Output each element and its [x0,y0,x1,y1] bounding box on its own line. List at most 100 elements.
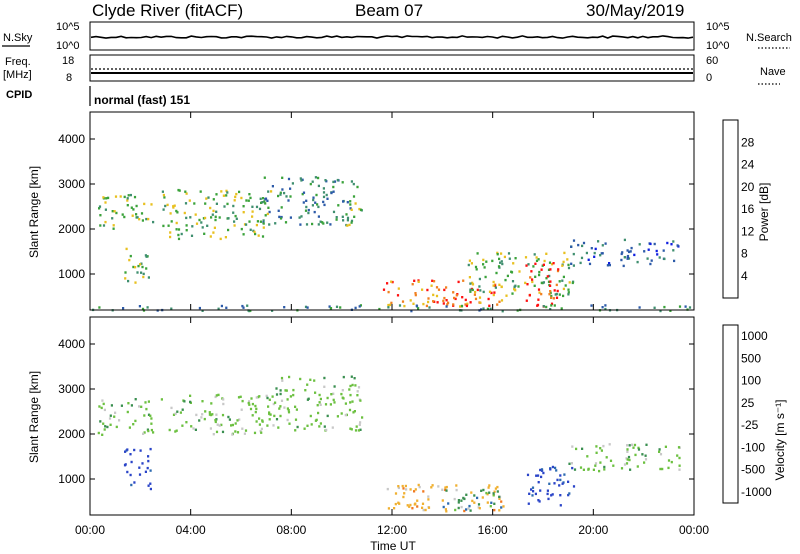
data-cell [305,223,309,226]
colorbar-tick-label: 1000 [741,329,768,343]
data-cell [137,264,140,268]
data-cell [492,284,495,287]
data-cell [169,231,172,234]
data-cell [500,260,503,263]
data-cell [469,288,472,291]
data-cell [188,199,191,202]
data-cell [201,400,204,403]
data-cell [268,223,271,226]
data-cell [124,271,127,274]
data-cell [306,306,309,309]
data-cell [559,478,562,482]
data-cell [236,431,240,434]
data-cell [402,495,405,499]
data-cell [628,444,631,447]
data-cell [210,216,213,219]
data-cell [130,404,133,407]
data-cell [184,202,188,205]
data-cell [442,299,445,303]
data-cell [603,465,606,469]
data-cell [575,447,578,451]
data-cell [289,195,292,198]
data-cell [141,307,145,311]
data-cell [185,229,188,232]
data-cell [313,379,316,382]
data-cell [443,296,446,300]
data-cell [342,200,345,203]
data-cell [359,304,362,307]
data-cell [470,262,473,265]
data-cell [259,220,262,223]
data-cell [289,395,292,398]
data-cell [212,209,215,213]
colorbar-tick-label: 28 [741,135,755,149]
data-cell [490,291,493,295]
data-cell [257,234,260,237]
data-cell [427,297,430,300]
data-cell [498,497,501,500]
data-cell [684,305,687,308]
data-cell [300,215,303,218]
data-cell [298,216,301,219]
data-cell [500,299,504,302]
data-cell [570,262,573,265]
data-cell [467,507,470,510]
data-cell [167,224,170,227]
data-cell [489,307,492,310]
data-cell [174,430,177,433]
data-cell [319,220,322,223]
data-cell [653,306,656,309]
data-cell [175,209,178,213]
data-cell [465,508,468,511]
data-cell [173,204,176,207]
data-cell [498,495,501,499]
data-cell [562,275,565,279]
data-cell [254,404,257,408]
data-cell [198,306,201,310]
data-cell [404,484,407,488]
data-cell [525,299,528,302]
data-cell [597,240,600,243]
data-cell [432,293,435,297]
data-cell [323,376,326,380]
data-cell [318,425,321,428]
data-cell [255,396,258,399]
data-cell [387,507,390,510]
data-cell [676,244,679,247]
data-cell [267,206,270,209]
data-cell [312,198,315,202]
data-cell [649,262,652,266]
data-cell [149,482,152,485]
data-cell [349,200,352,203]
data-cell [626,444,629,447]
data-cell [422,302,425,306]
data-cell [203,417,206,421]
data-cell [323,425,326,428]
data-cell [346,224,349,227]
data-cell [531,278,534,281]
y-tick-label: 3000 [58,382,85,396]
data-cell [447,502,450,505]
data-cell [233,224,236,227]
data-cell [535,474,538,477]
data-cell [498,283,501,286]
data-cell [143,202,146,206]
velocity-ylabel: Slant Range [km] [27,371,41,463]
data-cell [539,468,542,472]
data-cell [341,181,344,184]
data-cell [411,507,414,510]
data-cell [206,224,209,227]
data-cell [215,413,218,416]
data-cell [329,307,333,310]
data-cell [577,243,580,247]
data-cell [254,410,257,414]
y-tick-label: 3000 [58,177,85,191]
data-cell [113,415,116,418]
cpid-label: CPID [6,89,32,101]
data-cell [402,487,405,490]
data-cell [220,304,223,308]
x-tick-label: 08:00 [276,523,306,537]
data-cell [133,448,136,452]
data-cell [444,488,447,492]
data-cell [595,451,598,454]
